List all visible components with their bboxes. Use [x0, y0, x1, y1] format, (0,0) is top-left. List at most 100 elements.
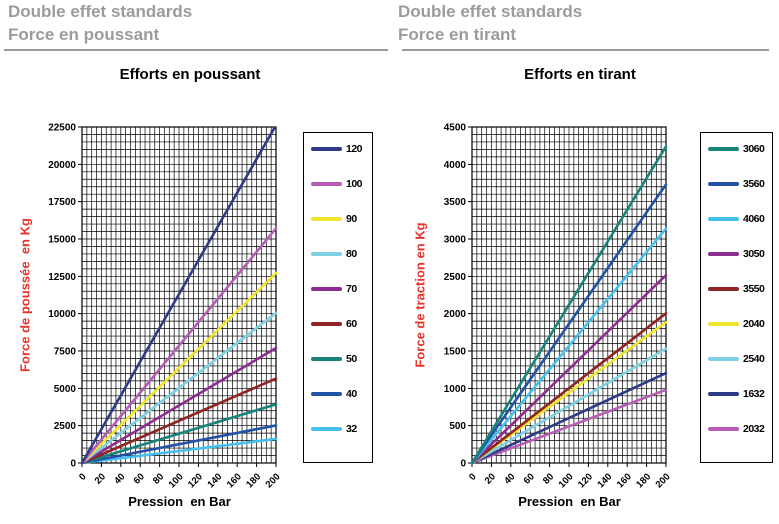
x-tick-label: 160	[615, 471, 634, 490]
legend-swatch	[311, 217, 342, 221]
series-line-32	[80, 437, 278, 465]
series-line-120	[80, 127, 277, 465]
series-line-4060	[470, 227, 668, 465]
legend-item: 40	[304, 387, 357, 401]
legend-swatch	[708, 287, 739, 291]
series-line-50	[80, 403, 278, 465]
series-line-70	[80, 346, 278, 465]
legend-item: 120	[304, 142, 363, 156]
series-line-60	[80, 377, 278, 465]
x-tick-label: 60	[522, 471, 537, 486]
y-tick-label: 7500	[54, 347, 77, 358]
x-tick-label: 140	[205, 471, 224, 490]
legend-item: 3060	[701, 142, 765, 156]
legend-item: 3050	[701, 247, 765, 261]
legend-label: 60	[346, 318, 357, 330]
x-tick-label: 40	[112, 471, 127, 486]
x-tick-label: 0	[467, 471, 479, 483]
plot-svg: 0 2500 5000 7500 10000 12500 15000 17500 20000 22…	[48, 123, 283, 491]
x-tick-label: 120	[576, 471, 595, 490]
x-tick-label: 140	[595, 471, 614, 490]
header-underline	[4, 49, 388, 51]
plot-svg: 0 500 1000 1500 2000 2500 3000 3500 4000 4500 0 20 4…	[444, 123, 673, 491]
gray-header-line1: Double effet standards	[8, 2, 193, 21]
series-line-1632	[470, 371, 668, 465]
x-tick-label: 60	[132, 471, 147, 486]
legend-item: 80	[304, 247, 357, 261]
legend-label: 90	[346, 213, 357, 225]
y-tick-label: 1500	[444, 347, 467, 358]
y-tick-label: 500	[449, 421, 466, 432]
x-tick-label: 120	[186, 471, 205, 490]
legend: 3060 3560 4060 3050 3550 2040 2540 1632 2032	[700, 132, 773, 463]
legend-label: 40	[346, 388, 357, 400]
y-tick-label: 2500	[444, 272, 467, 283]
y-tick-label: 15000	[48, 235, 76, 246]
legend-item: 3550	[701, 282, 765, 296]
y-tick-label: 2500	[54, 421, 77, 432]
legend-swatch	[311, 287, 342, 291]
series-line-2032	[470, 388, 668, 465]
legend-swatch	[311, 147, 342, 151]
y-tick-label: 1000	[444, 384, 467, 395]
legend-swatch	[708, 252, 739, 256]
legend-item: 32	[304, 422, 357, 436]
y-axis-title: Force de traction en Kg	[412, 222, 428, 368]
series-line-100	[80, 227, 278, 465]
legend-swatch	[311, 182, 342, 186]
legend-swatch	[708, 427, 739, 431]
x-axis-title: Pression en Bar	[518, 494, 621, 509]
x-tick-label: 200	[264, 471, 283, 490]
x-tick-label: 100	[557, 471, 576, 490]
chart-title: Efforts en poussant	[119, 66, 261, 83]
chart-title: Efforts en tirant	[524, 66, 636, 83]
x-axis-title: Pression en Bar	[128, 494, 231, 509]
y-tick-label: 3000	[444, 235, 467, 246]
y-tick-label: 0	[460, 459, 466, 470]
legend-label: 3550	[743, 283, 765, 295]
x-tick-label: 20	[483, 471, 498, 486]
legend-item: 1632	[701, 387, 765, 401]
y-tick-label: 5000	[54, 384, 77, 395]
y-tick-label: 10000	[48, 309, 76, 320]
legend-item: 100	[304, 177, 363, 191]
y-tick-label: 17500	[48, 197, 76, 208]
legend: 120 100 90 80 70 60 50 40 32	[303, 132, 373, 463]
y-tick-label: 20000	[48, 160, 76, 171]
series-line-90	[80, 271, 278, 465]
x-tick-label: 180	[244, 471, 263, 490]
header-underline	[402, 49, 769, 51]
legend-label: 120	[346, 143, 363, 155]
y-tick-label: 3500	[444, 197, 467, 208]
legend-item: 2032	[701, 422, 765, 436]
x-tick-label: 80	[541, 471, 556, 486]
legend-swatch	[311, 357, 342, 361]
y-tick-label: 4000	[444, 160, 467, 171]
series-line-3060	[470, 145, 668, 465]
x-tick-label: 160	[225, 471, 244, 490]
series-line-80	[80, 311, 278, 465]
legend-item: 90	[304, 212, 357, 226]
legend-label: 100	[346, 178, 363, 190]
legend-item: 50	[304, 352, 357, 366]
legend-label: 32	[346, 423, 357, 435]
y-axis-title: Force de poussée en Kg	[17, 218, 33, 372]
x-tick-label: 40	[502, 471, 517, 486]
gray-header-line2: Force en tirant	[398, 25, 517, 44]
series-line-3050	[470, 273, 668, 465]
x-tick-label: 100	[167, 471, 186, 490]
legend-label: 4060	[743, 213, 765, 225]
x-tick-label: 180	[634, 471, 653, 490]
legend-label: 1632	[743, 388, 765, 400]
legend-item: 2540	[701, 352, 765, 366]
legend-swatch	[708, 217, 739, 221]
y-tick-label: 4500	[444, 123, 467, 134]
legend-label: 2540	[743, 353, 765, 365]
legend-label: 2040	[743, 318, 765, 330]
legend-label: 70	[346, 283, 357, 295]
x-tick-label: 200	[654, 471, 673, 490]
gray-header-line1: Double effet standards	[398, 2, 583, 21]
x-tick-label: 80	[151, 471, 166, 486]
chart-block-tirant: Double effet standards Force en tirant E…	[390, 0, 779, 524]
y-tick-label: 2000	[444, 309, 467, 320]
